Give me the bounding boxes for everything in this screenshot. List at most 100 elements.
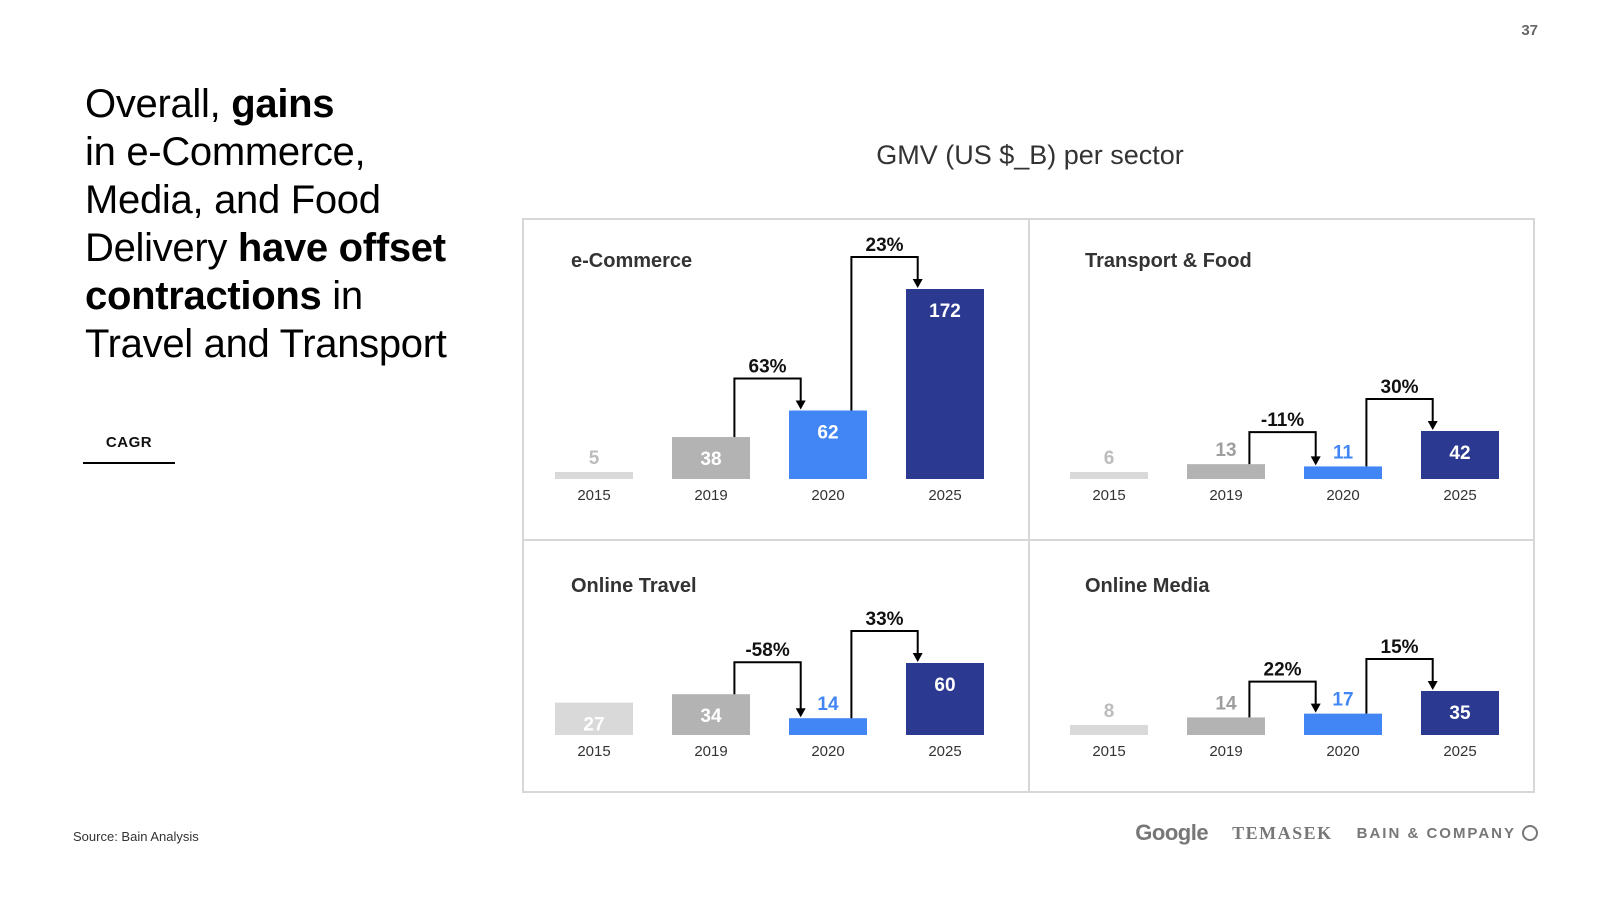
tick-label: 2025 — [1443, 743, 1476, 760]
cagr-label: 23% — [866, 235, 904, 256]
tick-label: 2020 — [1326, 487, 1359, 504]
cagr-label: 15% — [1381, 637, 1419, 658]
headline-part: contractions — [85, 274, 322, 318]
headline-part: Travel and Transport — [85, 322, 447, 366]
headline-part: Media, and Food — [85, 178, 381, 222]
cagr-legend-label: CAGR — [83, 422, 175, 464]
data-label: 35 — [1449, 703, 1471, 724]
headline-part: gains — [231, 82, 335, 126]
bain-logo: BAIN & COMPANY — [1357, 825, 1538, 842]
headline-part: Delivery — [85, 226, 238, 270]
headline: Overall, gains in e-Commerce, Media, and… — [85, 80, 505, 368]
cagr-arrow-icon — [795, 400, 806, 410]
bar-2025 — [1421, 431, 1499, 479]
tick-label: 2025 — [1443, 487, 1476, 504]
cagr-connector — [1248, 431, 1317, 465]
panel-title-online-travel: Online Travel — [571, 575, 697, 597]
data-label: 8 — [1104, 701, 1115, 722]
cagr-label: 33% — [866, 609, 904, 630]
tick-label: 2015 — [577, 743, 610, 760]
bar-2015 — [1070, 472, 1148, 479]
tick-label: 2019 — [694, 743, 727, 760]
cagr-arrow-icon — [912, 279, 923, 288]
cagr-label: -58% — [745, 640, 789, 661]
bar-2025 — [1421, 691, 1499, 735]
cagr-label: -11% — [1261, 410, 1304, 431]
data-label: 60 — [934, 675, 955, 696]
data-label: 14 — [817, 694, 839, 715]
cagr-arrow-icon — [1310, 456, 1321, 466]
cagr-connector — [733, 661, 802, 710]
tick-label: 2015 — [577, 487, 610, 504]
grid-divider-horizontal — [524, 539, 1533, 541]
data-label: 172 — [929, 301, 961, 322]
cagr-arrow-icon — [1310, 703, 1321, 713]
bar-2015 — [555, 472, 633, 479]
cagr-connector — [850, 256, 919, 411]
tick-label: 2019 — [1209, 743, 1242, 760]
source-note: Source: Bain Analysis — [73, 829, 199, 844]
cagr-label: 30% — [1381, 377, 1419, 398]
cagr-arrow-icon — [1427, 681, 1438, 690]
data-label: 62 — [817, 423, 838, 444]
headline-part: have offset — [237, 226, 446, 270]
data-label: 14 — [1215, 693, 1237, 714]
bar-2020 — [1304, 466, 1382, 479]
tick-label: 2019 — [1209, 487, 1242, 504]
tick-label: 2020 — [811, 487, 844, 504]
bar-2019 — [672, 694, 750, 735]
cagr-connector — [1365, 398, 1434, 467]
page-number: 37 — [1521, 22, 1538, 39]
data-label: 38 — [700, 449, 721, 470]
chart-title: GMV (US $_B) per sector — [876, 140, 1184, 170]
tick-label: 2025 — [928, 743, 961, 760]
bar-2019 — [1187, 717, 1265, 735]
bain-mark-icon — [1522, 825, 1538, 841]
headline-part: in — [321, 274, 363, 318]
tick-label: 2015 — [1092, 487, 1125, 504]
headline-part: in e-Commerce, — [85, 130, 366, 174]
data-label: 42 — [1449, 443, 1470, 464]
panel-title-transport-food: Transport & Food — [1085, 250, 1252, 272]
bar-2020 — [789, 410, 867, 479]
bar-2025 — [906, 289, 984, 479]
bar-2020 — [789, 718, 867, 735]
tick-label: 2015 — [1092, 743, 1125, 760]
data-label: 5 — [589, 448, 600, 469]
cagr-connector — [1248, 680, 1317, 718]
headline-part: Overall, — [85, 82, 232, 126]
bar-2020 — [1304, 713, 1382, 735]
data-label: 6 — [1104, 448, 1115, 469]
bar-2015 — [555, 702, 633, 735]
cagr-connector — [733, 377, 802, 438]
data-label: 11 — [1333, 442, 1354, 463]
cagr-arrow-icon — [795, 708, 806, 718]
panel-title-ecommerce: e-Commerce — [571, 250, 693, 272]
chart-grid-frame — [522, 218, 1535, 793]
partner-logos: Google TEMASEK BAIN & COMPANY — [1135, 820, 1538, 846]
data-label: 17 — [1332, 690, 1353, 711]
bar-2019 — [672, 437, 750, 479]
tick-label: 2019 — [694, 487, 727, 504]
cagr-label: 63% — [749, 357, 787, 378]
cagr-arrow-icon — [912, 653, 923, 662]
temasek-logo: TEMASEK — [1232, 822, 1333, 843]
tick-label: 2025 — [928, 487, 961, 504]
bar-2015 — [1070, 724, 1148, 735]
panel-title-online-media: Online Media — [1085, 575, 1210, 597]
google-logo: Google — [1135, 820, 1209, 845]
data-label: 27 — [583, 715, 604, 736]
cagr-arrow-icon — [1427, 421, 1438, 430]
cagr-connector — [850, 630, 919, 719]
data-label: 34 — [700, 706, 722, 727]
tick-label: 2020 — [1326, 743, 1359, 760]
data-label: 13 — [1215, 440, 1236, 461]
bain-logo-text: BAIN & COMPANY — [1356, 824, 1516, 842]
grid-divider-vertical — [1028, 220, 1030, 791]
tick-label: 2020 — [811, 743, 844, 760]
cagr-connector — [1365, 658, 1434, 714]
bar-2019 — [1187, 464, 1265, 479]
cagr-label: 22% — [1264, 660, 1302, 681]
bar-2025 — [906, 663, 984, 735]
